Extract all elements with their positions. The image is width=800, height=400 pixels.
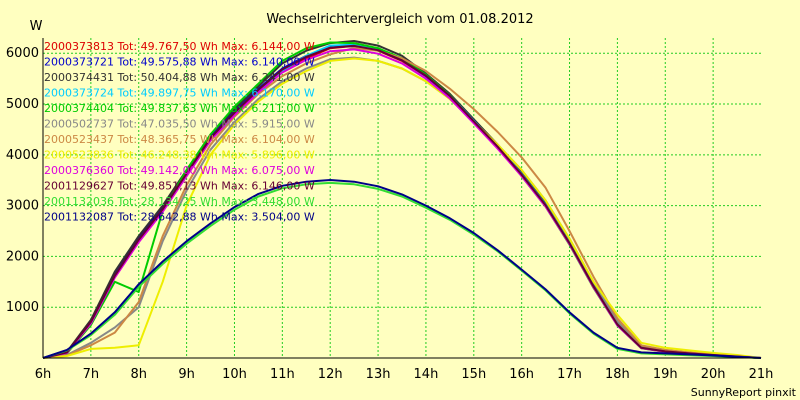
legend-item-5: 2000374404 Tot: 49.837,63 Wh Max: 6.211,… [44,102,315,115]
legend-item-12: 2001132087 Tot: 28.642,88 Wh Max: 3.504,… [44,211,315,224]
series-line-10 [42,44,762,359]
legend-item-4: 2000373724 Tot: 49.897,75 Wh Max: 6.170,… [44,87,315,100]
y-axis-label: W [30,19,43,34]
x-tick-label: 7h [83,367,100,382]
series-line-7 [42,47,762,359]
legend-item-11: 2001132036 Tot: 28.134,25 Wh Max: 3.448,… [44,195,315,208]
y-tick-label: 4000 [6,148,39,163]
legend-item-8: 2000523836 Tot: 46.248,38 Wh Max: 5.896,… [44,149,315,162]
series-line-12 [42,179,762,359]
plot-background [43,38,761,358]
x-tick-label: 9h [178,367,195,382]
legend-item-2: 2000373721 Tot: 49.575,88 Wh Max: 6.140,… [44,56,315,69]
legend-item-10: 2001129627 Tot: 49.851,13 Wh Max: 6.146,… [44,180,315,193]
x-tick-labels: 6h 7h 8h 9h 10h 11h 12h 13h 14h 15h 16h 17h 18h 19h 20… [35,367,774,382]
x-tick-label: 20h [701,367,726,382]
x-tick-label: 11h [270,367,295,382]
axes [42,38,761,359]
y-tick-label: 2000 [6,249,39,264]
legend-item-7: 2000523437 Tot: 48.365,75 Wh Max: 6.104,… [44,133,315,146]
y-tick-label: 1000 [6,300,39,315]
chart-title: Wechselrichtervergleich vom 01.08.2012 [266,12,533,27]
series-line-8 [42,57,762,359]
legend: 2000373813 Tot: 49.767,50 Wh Max: 6.144,… [44,40,315,224]
series-group [42,40,762,359]
legend-item-3: 2000374431 Tot: 50.404,88 Wh Max: 6.241,… [44,71,315,84]
x-tick-label: 21h [749,367,774,382]
x-tick-label: 17h [557,367,582,382]
y-tick-label: 3000 [6,199,39,214]
y-tick-label: 5000 [6,97,39,112]
plot-area [43,38,761,358]
legend-item-9: 2000376360 Tot: 49.142,00 Wh Max: 6.075,… [44,164,315,177]
x-tick-label: 14h [414,367,439,382]
x-tick-label: 19h [653,367,678,382]
y-tick-labels: 1000 2000 3000 4000 5000 6000 [6,46,39,315]
y-tick-label: 6000 [6,46,39,61]
x-tick-label: 6h [35,367,52,382]
x-tick-label: 8h [130,367,147,382]
x-tick-label: 16h [509,367,534,382]
legend-item-1: 2000373813 Tot: 49.767,50 Wh Max: 6.144,… [44,40,315,53]
x-tick-label: 12h [318,367,343,382]
legend-item-6: 2000502737 Tot: 47.035,50 Wh Max: 5.915,… [44,118,315,131]
x-tick-label: 13h [366,367,391,382]
x-tick-label: 18h [605,367,630,382]
footer-credit: SunnyReport pinxit [691,386,797,399]
x-tick-label: 15h [461,367,486,382]
grid-lines [43,38,761,358]
x-tick-label: 10h [222,367,247,382]
